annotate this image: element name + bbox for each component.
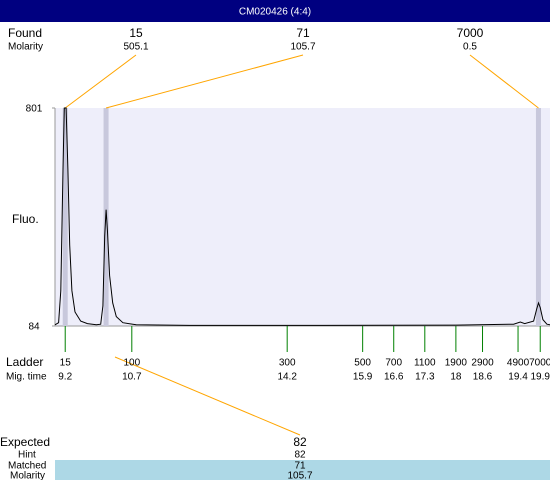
matched-band (55, 460, 550, 480)
y-tick-label: 84 (28, 322, 40, 333)
ladder-size: 4900 (507, 358, 530, 369)
ladder-size: 15 (60, 358, 72, 369)
ladder-time: 15.9 (353, 372, 373, 383)
ladder-time: 10.7 (122, 372, 142, 383)
ladder-time: 14.2 (277, 372, 297, 383)
found-molarity: 105.7 (290, 42, 315, 53)
found-label: Found (8, 26, 42, 40)
ladder-label: Ladder (6, 355, 43, 369)
ladder-size: 500 (354, 358, 371, 369)
peak-band (62, 108, 68, 326)
expected-value: 105.7 (287, 471, 312, 480)
ladder-time: 17.3 (415, 372, 435, 383)
ladder-time: 18 (450, 372, 462, 383)
found-connector (469, 54, 539, 109)
found-connector (64, 54, 137, 109)
ladder-size: 1900 (445, 358, 468, 369)
chart-title: CM020426 (4:4) (239, 7, 311, 18)
ladder-size: 300 (279, 358, 296, 369)
ladder-size: 100 (123, 358, 140, 369)
expected-value: 71 (294, 461, 306, 472)
ladder-size: 7000 (529, 358, 550, 369)
found-sublabel: Molarity (8, 42, 43, 53)
ladder-time: 19.4 (508, 372, 528, 383)
expected-label: Matched (8, 461, 46, 472)
found-size: 15 (129, 26, 143, 40)
found-size: 71 (296, 26, 310, 40)
expected-value: 82 (293, 435, 307, 449)
expected-label: Molarity (10, 471, 45, 480)
expected-connector (114, 356, 301, 436)
ladder-size: 700 (385, 358, 402, 369)
found-size: 7000 (457, 26, 484, 40)
expected-label: Hint (18, 450, 36, 461)
ladder-time: 9.2 (58, 372, 72, 383)
trace (54, 107, 550, 326)
peak-band (535, 108, 541, 326)
ladder-size: 1100 (414, 358, 436, 369)
expected-label: Expected (0, 435, 50, 449)
ladder-sublabel: Mig. time (6, 372, 47, 383)
y-axis-label: Fluo. (12, 212, 39, 226)
found-connector (105, 54, 304, 109)
found-molarity: 505.1 (123, 42, 148, 53)
ladder-time: 16.6 (384, 372, 404, 383)
ladder-time: 18.6 (473, 372, 493, 383)
y-tick-label: 801 (26, 104, 43, 115)
expected-value: 82 (294, 450, 306, 461)
ladder-size: 2900 (471, 358, 494, 369)
title-bar (0, 0, 550, 22)
plot-area (55, 108, 550, 326)
ladder-time: 19.9 (530, 372, 550, 383)
found-molarity: 0.5 (463, 42, 477, 53)
